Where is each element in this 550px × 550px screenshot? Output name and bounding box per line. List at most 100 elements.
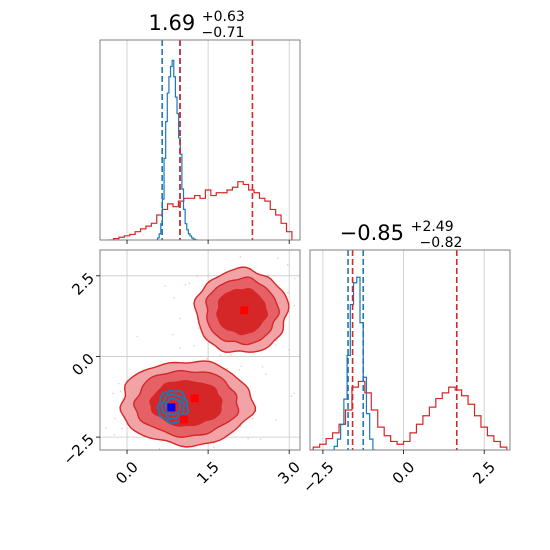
density-marker-red [240, 306, 249, 315]
density-point [247, 437, 249, 440]
hist2-x-tick-label: −2.5 [299, 458, 337, 496]
density-point [333, 291, 335, 293]
density-point [117, 382, 120, 385]
hist2-ticks: −2.5 0.0 2.5 [299, 450, 499, 497]
density-contours [119, 266, 290, 448]
density-point [293, 304, 296, 307]
density-point [265, 373, 267, 375]
hist2-x-tick-label: 2.5 [469, 458, 499, 488]
hist2-series-blue [330, 276, 377, 450]
density-point [287, 291, 289, 294]
density-point [274, 344, 277, 346]
density-point [252, 417, 254, 420]
hist1-title-value: 1.69 [148, 11, 195, 35]
density-marker-red [190, 394, 199, 403]
density-point [267, 274, 269, 276]
hist1-frame [99, 39, 301, 241]
hist2-series-red [310, 380, 508, 450]
density-point [87, 422, 89, 424]
hist2-quantile-lines [347, 250, 458, 450]
density-frame [99, 249, 301, 451]
density-contour-blue [160, 393, 185, 421]
density-y-tick-label: 2.5 [68, 269, 98, 299]
hist2-x-tick-label: 0.0 [389, 458, 419, 488]
density-point [184, 283, 187, 286]
density-point [219, 354, 222, 357]
density-point [291, 395, 293, 397]
density-point [158, 447, 161, 450]
density-marker-blue [167, 403, 176, 412]
density-point [239, 256, 242, 258]
density-point [121, 427, 123, 430]
density-point [196, 275, 198, 278]
density-point [288, 348, 290, 351]
hist1-quantile-lines [161, 40, 254, 240]
density-point [172, 296, 175, 299]
density-point [207, 455, 209, 457]
hist2-title-sub: −0.82 [420, 235, 463, 251]
density-point [178, 317, 181, 320]
density-point [276, 257, 279, 260]
density-markers [167, 306, 249, 424]
density-point [136, 335, 139, 338]
density-point [261, 366, 264, 368]
hist2-frame [309, 249, 511, 451]
density-point [240, 365, 243, 368]
hist1-series [108, 59, 293, 240]
hist-panel-1: 1.69 +0.63 −0.71 [99, 2, 301, 244]
density-point [206, 358, 208, 360]
density-point [226, 367, 229, 370]
density-point [238, 368, 240, 371]
hist2-title-value: −0.85 [340, 221, 404, 245]
density-point [113, 434, 116, 436]
hist1-grid [126, 40, 290, 240]
hist1-title: 1.69 +0.63 −0.71 [148, 2, 251, 41]
density-point [112, 392, 114, 395]
density-x-tick-label: 0.0 [112, 458, 142, 488]
density-panel: 0.0 1.5 3.0−2.50.02.5 [60, 249, 343, 488]
density-point [121, 398, 124, 400]
density-point [240, 425, 242, 428]
density-point [198, 327, 200, 330]
density-point [239, 470, 241, 472]
density-point [212, 446, 215, 448]
density-point [329, 360, 331, 362]
hist1-ticks [126, 240, 290, 244]
hist2-grid [322, 250, 485, 450]
hist-panel-2: −2.5 0.0 2.5 −0.85 +2.49 −0.82 [299, 212, 511, 497]
hist1-series-blue [155, 59, 199, 240]
density-point [179, 347, 182, 349]
density-marker-red [179, 415, 188, 424]
hist1-title-sup: +0.63 [202, 9, 245, 25]
density-point [193, 344, 196, 347]
density-point [275, 419, 277, 421]
density-point [211, 483, 213, 485]
density-point [164, 285, 166, 287]
density-point [286, 264, 289, 266]
density-y-tick-label: −2.5 [60, 430, 98, 468]
density-point [220, 463, 222, 465]
hist2-title-sup: +2.49 [411, 219, 454, 235]
density-x-tick-label: 1.5 [193, 458, 223, 488]
density-point [188, 282, 191, 285]
density-point [119, 390, 122, 393]
hist1-series-red [108, 181, 293, 240]
density-contour-blue [164, 397, 182, 416]
hist2-title: −0.85 +2.49 −0.82 [340, 212, 463, 251]
density-y-tick-label: 0.0 [68, 350, 98, 380]
density-point [319, 324, 321, 326]
density-point [230, 354, 232, 356]
density-point [303, 268, 305, 270]
density-point [259, 438, 262, 440]
density-point [310, 304, 312, 306]
hist2-series [310, 276, 508, 450]
density-point [114, 417, 117, 420]
density-point [171, 333, 174, 336]
density-point [341, 355, 343, 357]
density-point [105, 427, 107, 429]
density-point [293, 392, 295, 395]
density-point [293, 277, 296, 280]
hist1-title-sub: −0.71 [202, 25, 245, 41]
density-point [198, 457, 200, 459]
